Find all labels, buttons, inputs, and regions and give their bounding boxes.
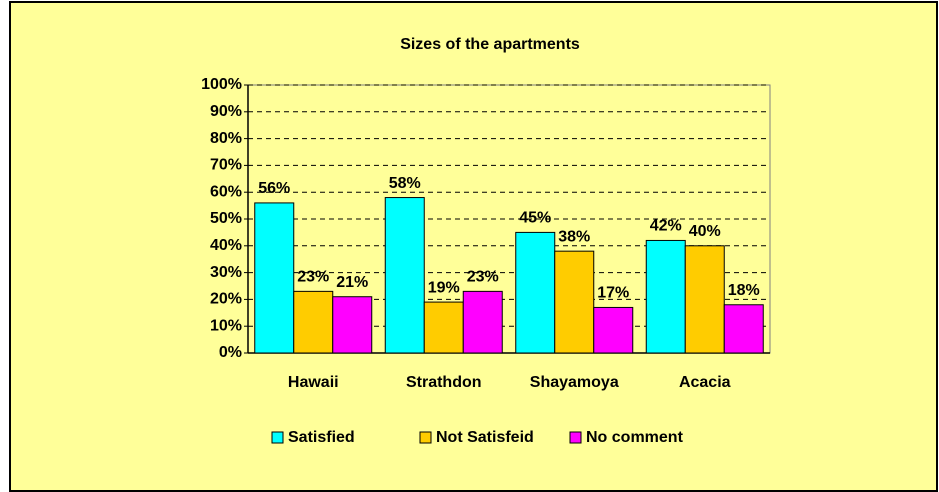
legend-swatch bbox=[569, 431, 582, 444]
legend-swatch bbox=[271, 431, 284, 444]
y-tick-label: 60% bbox=[210, 183, 242, 200]
data-label: 23% bbox=[467, 269, 499, 286]
data-label: 40% bbox=[689, 223, 721, 240]
y-tick-label: 20% bbox=[210, 291, 242, 308]
data-label: 45% bbox=[519, 210, 551, 227]
x-tick-label: Acacia bbox=[679, 374, 731, 391]
legend-label: No comment bbox=[586, 429, 684, 446]
data-label: 42% bbox=[650, 218, 682, 235]
y-tick-label: 100% bbox=[201, 76, 242, 93]
legend-swatch bbox=[419, 431, 432, 444]
bar bbox=[554, 250, 595, 354]
data-label: 19% bbox=[428, 279, 460, 296]
x-tick-label: Strathdon bbox=[406, 374, 482, 391]
y-tick-label: 80% bbox=[210, 130, 242, 147]
bar bbox=[332, 296, 373, 354]
data-label: 38% bbox=[558, 228, 590, 245]
data-label: 58% bbox=[389, 175, 421, 192]
x-tick-label: Hawaii bbox=[288, 374, 339, 391]
bar bbox=[423, 301, 464, 354]
legend-label: Satisfied bbox=[288, 429, 355, 446]
bar bbox=[645, 239, 686, 354]
legend-label: Not Satisfeid bbox=[436, 429, 534, 446]
y-tick-label: 50% bbox=[210, 210, 242, 227]
data-label: 23% bbox=[297, 269, 329, 286]
y-tick-label: 90% bbox=[210, 103, 242, 120]
y-tick-label: 70% bbox=[210, 157, 242, 174]
y-tick-label: 10% bbox=[210, 317, 242, 334]
y-tick-label: 40% bbox=[210, 237, 242, 254]
bar bbox=[593, 306, 634, 354]
y-tick-label: 0% bbox=[219, 344, 242, 361]
y-tick-label: 30% bbox=[210, 264, 242, 281]
x-tick-label: Shayamoya bbox=[530, 374, 619, 391]
data-label: 56% bbox=[258, 180, 290, 197]
bar bbox=[384, 197, 425, 354]
bar bbox=[293, 290, 334, 354]
chart-title: Sizes of the apartments bbox=[400, 36, 580, 53]
bar bbox=[684, 245, 725, 354]
bar bbox=[462, 290, 503, 354]
data-label: 17% bbox=[597, 285, 629, 302]
bar bbox=[254, 202, 295, 354]
data-label: 18% bbox=[728, 282, 760, 299]
data-label: 21% bbox=[336, 274, 368, 291]
bar bbox=[515, 231, 556, 354]
bar bbox=[723, 304, 764, 354]
